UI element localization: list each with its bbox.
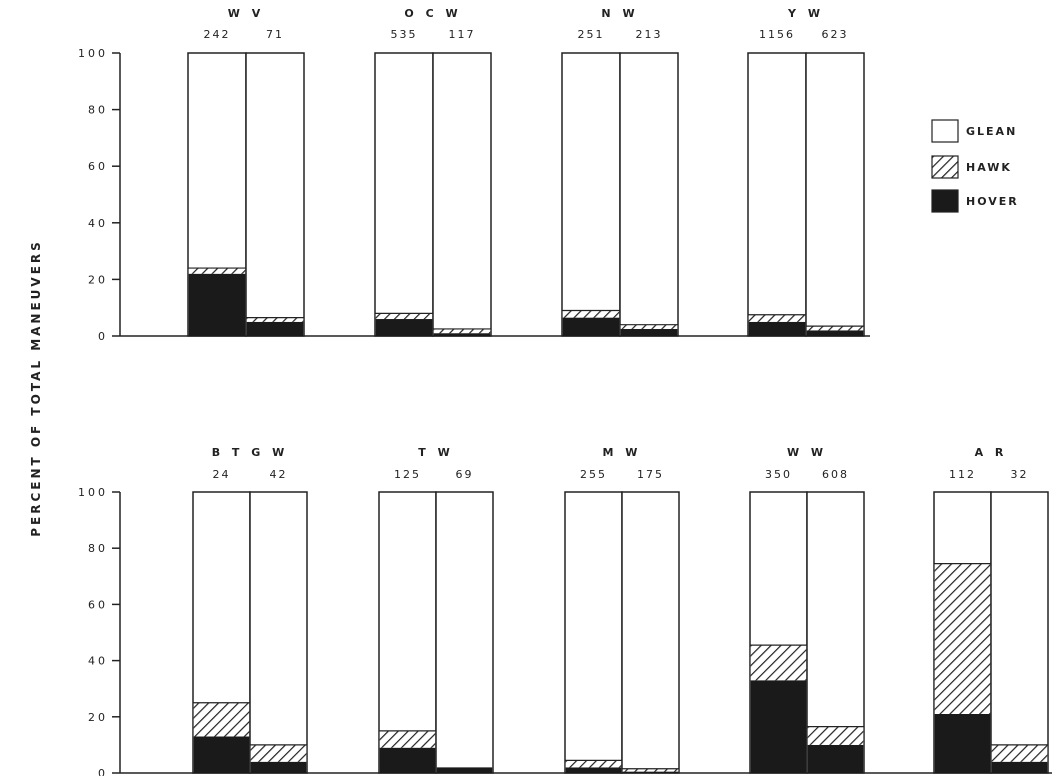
bar-hawk	[188, 268, 246, 274]
bar-glean	[374, 52, 434, 337]
bar-hawk	[934, 563, 991, 714]
sample-size-label: 251	[578, 28, 605, 41]
bar-hover	[807, 744, 864, 773]
bar-hawk	[991, 744, 1048, 762]
bar-hawk	[807, 726, 864, 745]
bar-glean	[990, 491, 1049, 774]
bar-glean	[435, 491, 494, 774]
y-tick-label: 60	[88, 598, 108, 611]
sample-size-label: 32	[1011, 468, 1029, 481]
y-tick-label: 80	[88, 542, 108, 555]
bar-glean	[432, 52, 492, 337]
species-label: B T G W	[212, 446, 289, 459]
species-label: N W	[601, 7, 638, 20]
sample-size-label: 255	[580, 468, 607, 481]
bar-hawk	[750, 645, 807, 681]
bar-hawk	[375, 313, 433, 320]
sample-size-label: 71	[266, 28, 284, 41]
bar-glean	[805, 52, 865, 337]
bar-glean	[621, 491, 680, 774]
sample-size-label: 112	[949, 468, 976, 481]
species-label: M W	[603, 446, 642, 459]
bar-hover	[250, 761, 307, 773]
species-label: W V	[228, 7, 264, 20]
bar-hawk	[620, 324, 678, 329]
species-label: A R	[975, 446, 1008, 459]
bar-glean	[249, 491, 308, 774]
bar-hover	[246, 321, 304, 336]
legend: GLEAN HAWK HOVER	[931, 119, 1019, 213]
bar-hover	[620, 328, 678, 336]
sample-size-label: 623	[822, 28, 849, 41]
bar-hawk	[622, 768, 679, 772]
sample-size-label: 175	[637, 468, 664, 481]
bar-glean	[561, 52, 621, 337]
y-tick-label: 20	[88, 273, 108, 286]
y-tick-label: 40	[88, 655, 108, 668]
legend-label-glean: GLEAN	[966, 125, 1017, 138]
bar-hover	[193, 736, 250, 773]
y-tick-label: 60	[88, 160, 108, 173]
species-label: W W	[787, 446, 827, 459]
sample-size-label: 24	[213, 468, 231, 481]
bar-hover	[379, 747, 436, 773]
sample-size-label: 242	[204, 28, 231, 41]
y-tick-label: 100	[78, 47, 108, 60]
bar-hover	[562, 317, 620, 336]
bar-glean	[619, 52, 679, 337]
bar-hawk	[565, 760, 622, 768]
sample-size-label: 1156	[759, 28, 795, 41]
sample-size-label: 535	[391, 28, 418, 41]
bar-hawk	[562, 310, 620, 318]
species-label: T W	[418, 446, 453, 459]
legend-swatch-glean	[931, 119, 959, 143]
bar-glean	[564, 491, 623, 774]
bar-hawk	[433, 328, 491, 334]
y-tick-label: 40	[88, 217, 108, 230]
bar-hawk	[246, 317, 304, 322]
legend-label-hover: HOVER	[966, 195, 1019, 208]
sample-size-label: 125	[394, 468, 421, 481]
y-tick-label: 0	[98, 767, 108, 776]
bar-glean	[747, 52, 807, 337]
bar-hover	[436, 767, 493, 773]
bar-hover	[806, 330, 864, 336]
bar-hover	[750, 680, 807, 773]
sample-size-label: 69	[456, 468, 474, 481]
bar-hover	[934, 713, 991, 773]
y-tick-label: 80	[88, 104, 108, 117]
bar-hover	[622, 771, 679, 773]
bar-hawk	[806, 326, 864, 331]
sample-size-label: 350	[765, 468, 792, 481]
bar-hawk	[250, 744, 307, 762]
bar-hover	[565, 767, 622, 773]
bar-hover	[188, 273, 246, 336]
bar-hawk	[748, 314, 806, 322]
bar-hawk	[193, 702, 250, 737]
bar-hover	[375, 319, 433, 336]
y-tick-label: 100	[78, 486, 108, 499]
sample-size-label: 608	[822, 468, 849, 481]
bar-hover	[433, 333, 491, 336]
bar-hover	[991, 761, 1048, 773]
sample-size-label: 117	[449, 28, 476, 41]
legend-swatch-hawk	[931, 155, 959, 179]
bar-hawk	[379, 730, 436, 748]
y-tick-label: 0	[98, 330, 108, 343]
legend-label-hawk: HAWK	[966, 161, 1012, 174]
bar-hover	[748, 321, 806, 336]
legend-swatch-hover	[931, 189, 959, 213]
sample-size-label: 213	[636, 28, 663, 41]
species-label: Y W	[787, 7, 824, 20]
bar-glean	[245, 52, 305, 337]
species-label: O C W	[404, 7, 461, 20]
y-tick-label: 20	[88, 711, 108, 724]
sample-size-label: 42	[270, 468, 288, 481]
y-axis-label: PERCENT OF TOTAL MANEUVERS	[29, 239, 43, 537]
